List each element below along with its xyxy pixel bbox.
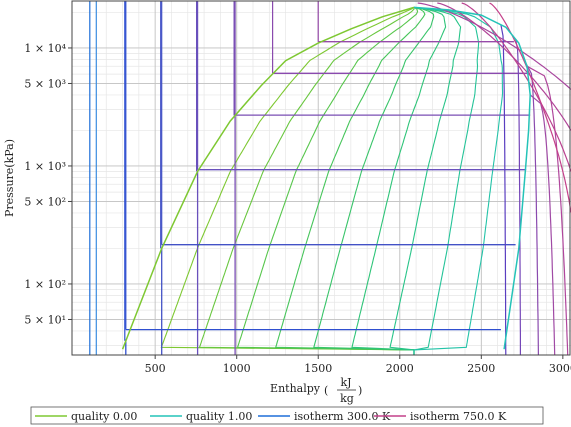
grid-layer [72, 1, 571, 355]
isotherm-supercritical [417, 2, 571, 90]
isotherm-supercritical [437, 2, 571, 131]
x-axis-label-paren-open: ( [324, 384, 328, 397]
isotherm-vapor-branch [500, 24, 507, 356]
y-tick-label: 5 × 10² [24, 195, 66, 208]
legend-label: quality 0.00 [71, 410, 137, 423]
y-axis-label-name: Pressure [3, 168, 16, 217]
y-tick-label: 1 × 10² [24, 278, 66, 291]
isotherm-vapor-branch [515, 38, 521, 355]
x-tick-label: 500 [145, 362, 166, 375]
x-tick-label: 2000 [386, 362, 414, 375]
x-tick-label: 1000 [223, 362, 251, 375]
isotherm-vapor-branch [525, 63, 539, 356]
isotherm-supercritical [461, 2, 571, 172]
x-axis-ticks: 500 1000 1500 2000 2500 3000 [145, 355, 571, 375]
quality-line [351, 6, 447, 355]
quality-line [274, 6, 426, 355]
x-tick-label: 3000 [549, 362, 571, 375]
x-axis-unit-denominator: kg [340, 392, 354, 405]
legend-label: quality 1.00 [186, 410, 252, 423]
saturated-liquid-line [121, 6, 415, 350]
x-axis-label-text: Enthalpy [270, 382, 321, 395]
saturated-vapor-line [413, 6, 531, 350]
quality-line [160, 6, 415, 355]
isotherm-supercritical [489, 2, 571, 213]
isotherm-vapor-branch [529, 94, 556, 356]
y-tick-label: 5 × 10³ [24, 77, 66, 90]
legend-label: isotherm 750.0 K [410, 410, 507, 423]
quality-line [198, 7, 415, 355]
x-axis-label: Enthalpy ( kJ kg ) [270, 376, 362, 405]
curves-layer [89, 1, 571, 356]
quality-line [413, 6, 504, 355]
y-axis-ticks: 5 × 10¹ 1 × 10² 5 × 10² 1 × 10³ 5 × 10³ 1 × 1… [24, 42, 72, 326]
isotherm-vapor-branch [526, 65, 569, 356]
y-tick-label: 1 × 10³ [24, 160, 66, 173]
y-axis-label: Pressure(kPa) [3, 139, 16, 217]
quality-line [313, 6, 435, 355]
x-axis-label-paren-close: ) [358, 384, 362, 397]
x-axis-unit-numerator: kJ [340, 376, 351, 389]
y-axis-label-text: Pressure(kPa) [3, 139, 16, 217]
y-axis-label-unit: (kPa) [3, 139, 16, 168]
legend: quality 0.00 quality 1.00 isotherm 300.0 K… [30, 406, 544, 425]
x-tick-label: 1500 [304, 362, 332, 375]
y-tick-label: 1 × 10⁴ [24, 42, 66, 55]
plot-frame [71, 0, 571, 356]
quality-line [413, 6, 480, 355]
quality-line [389, 6, 462, 355]
y-tick-label: 5 × 10¹ [24, 313, 66, 326]
x-tick-label: 2500 [467, 362, 495, 375]
quality-line [236, 6, 419, 355]
legend-label: isotherm 300.0 K [294, 410, 391, 423]
